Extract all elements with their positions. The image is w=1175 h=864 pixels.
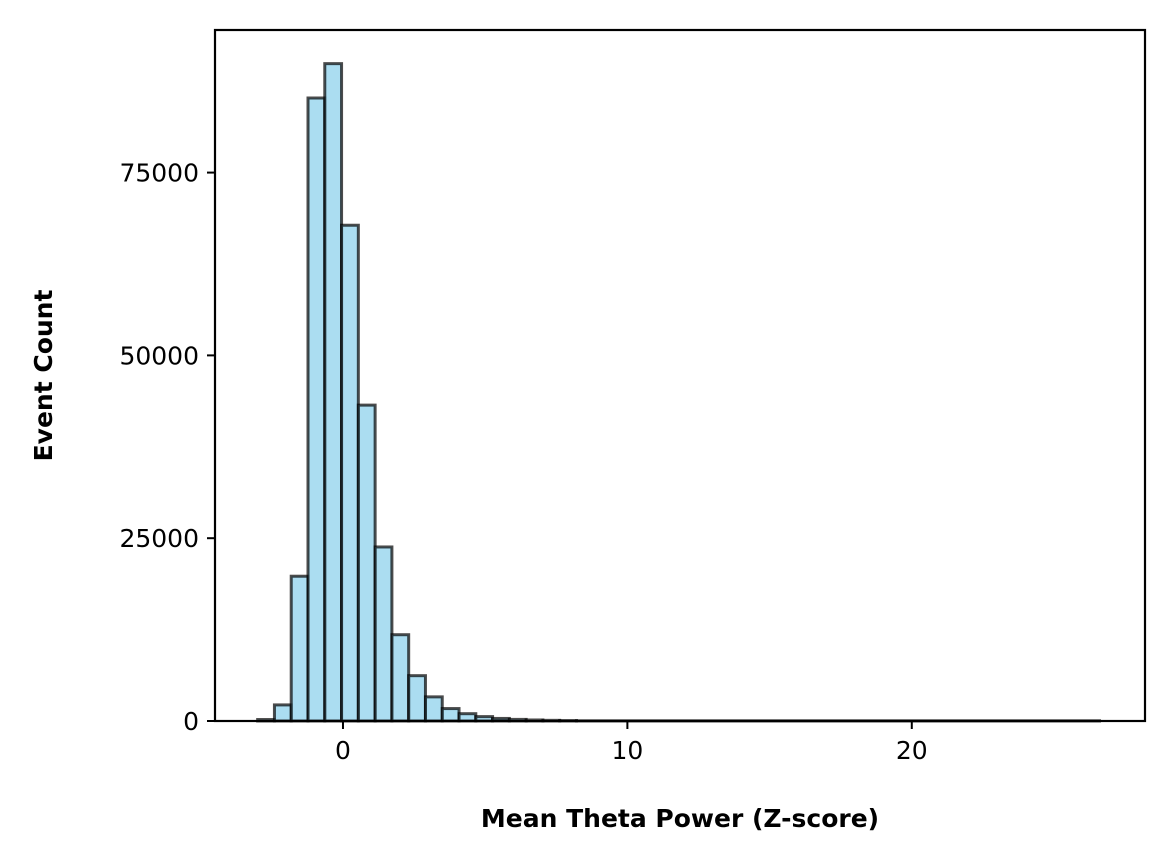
histogram-bar: [356, 403, 377, 723]
plot-frame: [213, 28, 1147, 723]
x-tick-label: 10: [611, 736, 643, 765]
x-tick-label: 20: [896, 736, 928, 765]
histogram-bar: [272, 703, 293, 723]
y-axis-ticks: 0 25000 50000 75000: [119, 159, 215, 736]
histogram-bar: [323, 62, 344, 723]
histogram-bar: [340, 223, 360, 723]
histogram-bar: [390, 633, 411, 723]
histogram-bar: [306, 96, 327, 723]
y-tick-label: 50000: [119, 341, 199, 370]
histogram-bar: [373, 545, 394, 723]
histogram-bar: [440, 707, 461, 723]
y-axis-label: Event Count: [29, 290, 58, 462]
x-tick-label: 0: [335, 736, 351, 765]
histogram-bar: [423, 695, 444, 723]
y-tick-label: 75000: [119, 159, 199, 188]
y-tick-label: 25000: [119, 524, 199, 553]
x-axis-label: Mean Theta Power (Z-score): [481, 804, 879, 833]
y-tick-label: 0: [183, 707, 199, 736]
x-axis-ticks: 0 10 20: [335, 721, 928, 765]
histogram-bar: [407, 674, 427, 723]
histogram-bar: [289, 574, 310, 723]
